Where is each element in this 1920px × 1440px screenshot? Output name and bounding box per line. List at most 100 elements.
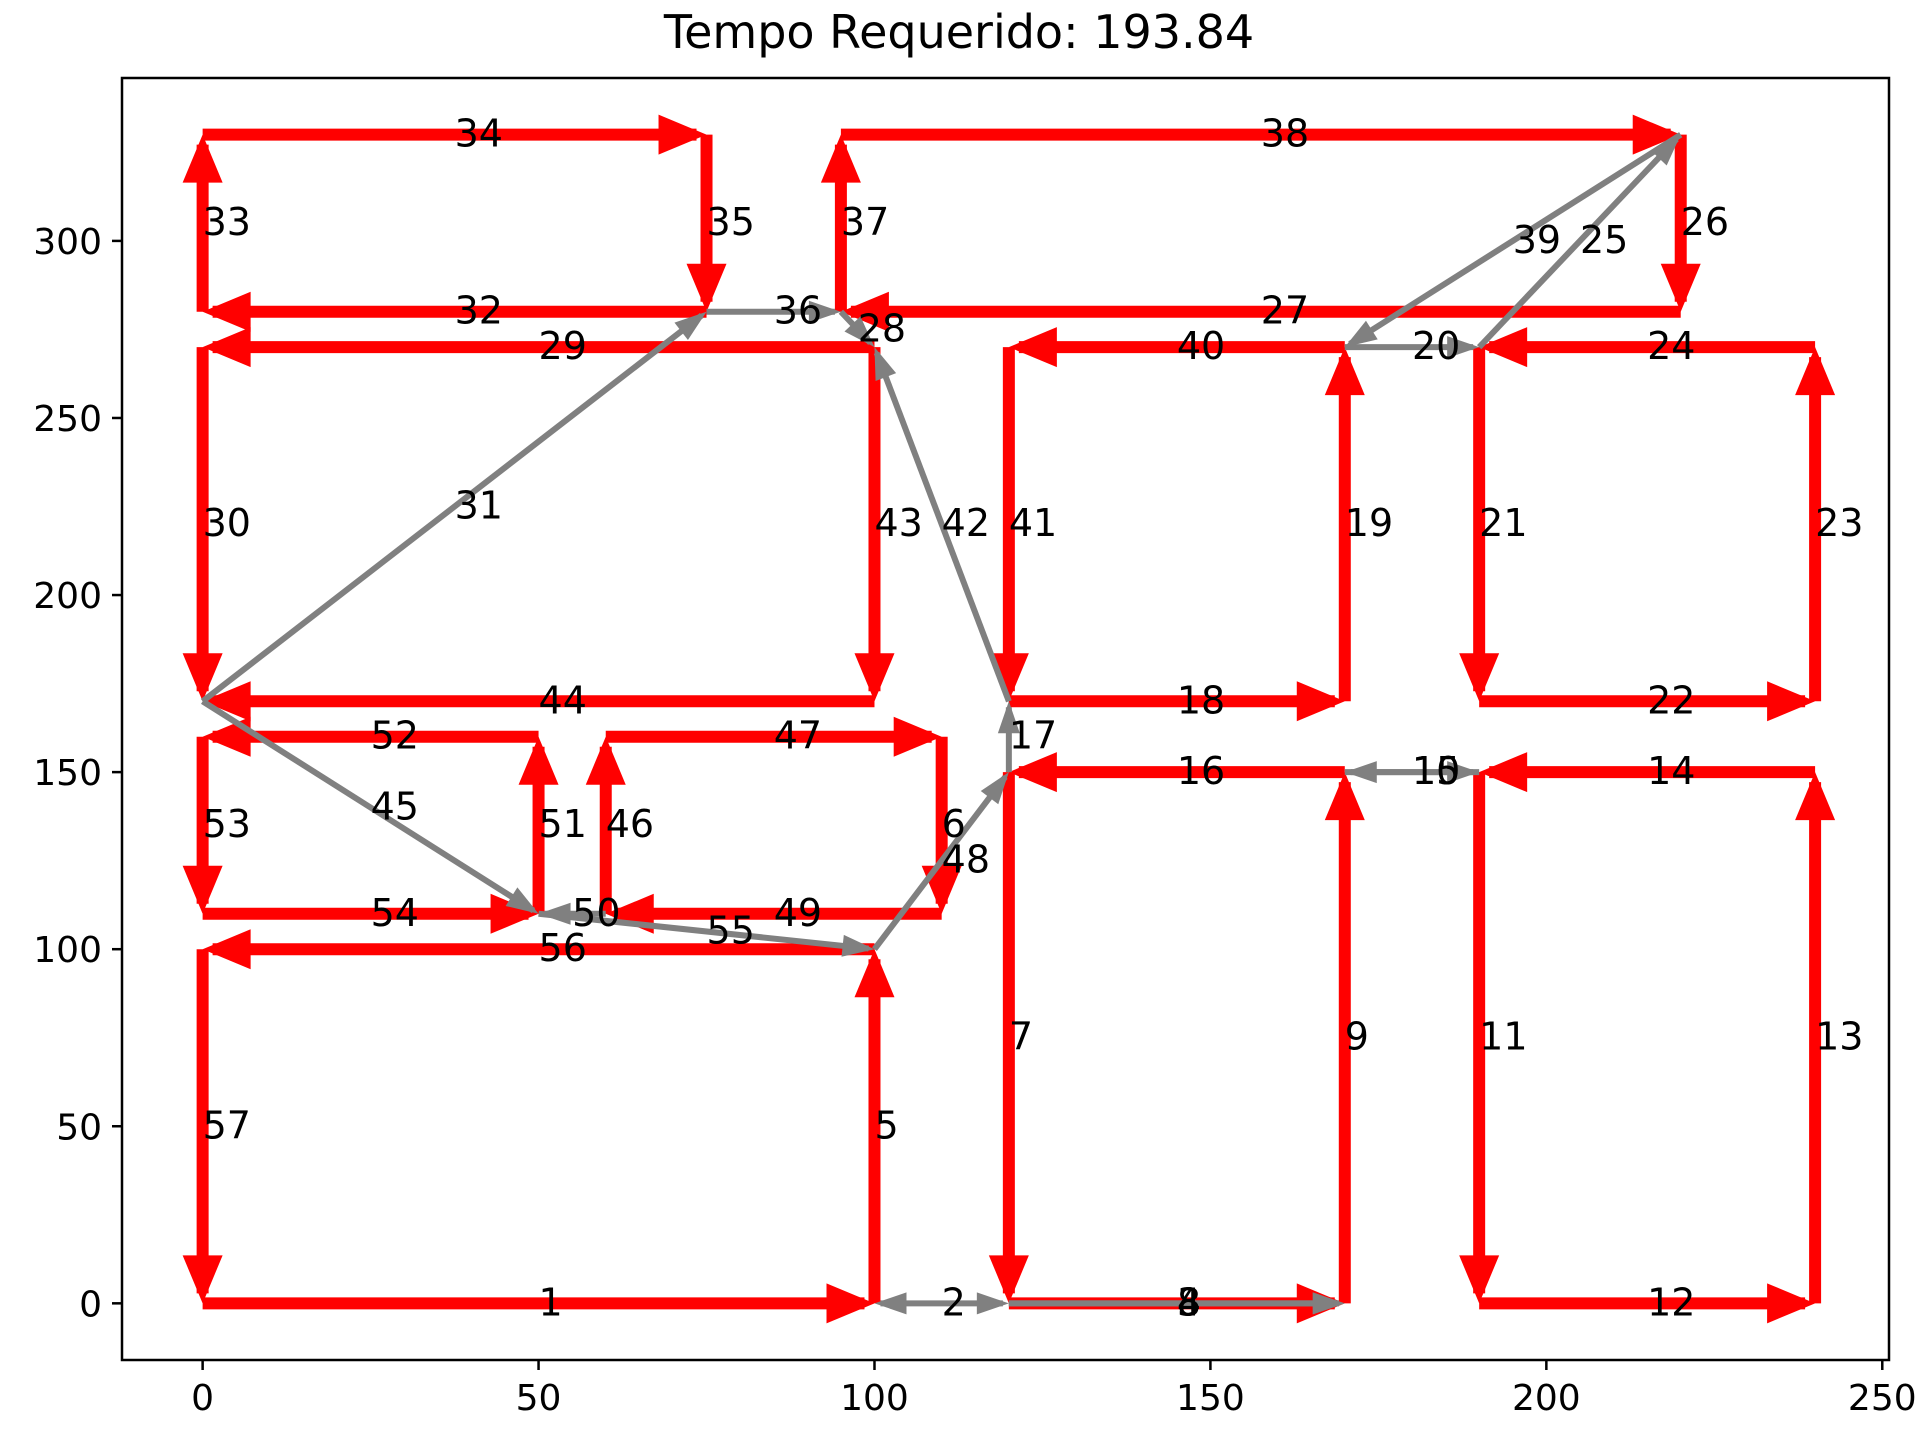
edge-52-arrowhead [202,716,251,757]
edge-45 [201,698,539,914]
edge-48-line [872,775,1008,952]
edge-1-arrowhead [826,1283,875,1324]
edge-55 [538,910,875,957]
edge-32 [202,291,707,332]
edge-label-45: 45 [371,785,419,829]
edge-label-7: 7 [1009,1015,1033,1059]
edge-9 [1324,772,1365,1304]
edge-label-27: 27 [1261,289,1309,333]
y-tick-label-100: 100 [33,930,102,971]
edge-56 [202,929,875,970]
edge-30 [182,347,223,702]
edge-label-8: 8 [1177,1280,1201,1324]
edge-36-arrowhead [808,300,841,323]
edge-31-line [200,313,704,704]
edge-44 [202,681,875,722]
edge-40 [1008,327,1345,368]
edge-53 [182,736,223,914]
edge-22 [1479,681,1816,722]
edge-label-14: 14 [1647,749,1695,793]
edge-21 [1459,347,1500,702]
edge-label-55: 55 [707,908,755,952]
edge-label-29: 29 [539,324,587,368]
edge-7 [988,772,1029,1304]
edge-42-arrowhead [874,347,897,381]
edge-22-arrowhead [1767,681,1816,722]
edge-label-56: 56 [539,926,587,970]
edge-label-3: 3 [1177,1280,1201,1324]
edge-11 [1459,772,1500,1304]
edge-28-arrowhead [844,316,875,348]
edge-31 [200,311,707,704]
edge-label-37: 37 [841,200,889,244]
edge-34-arrowhead [658,114,707,155]
x-tick-label-100: 100 [840,1378,909,1419]
edge-39-line [1348,132,1683,347]
edge-42-line [873,351,1012,703]
edge-29 [202,327,875,368]
edge-43-arrowhead [854,653,895,702]
x-tick-label-150: 150 [1176,1378,1245,1419]
edge-26-arrowhead [1660,263,1701,312]
edge-31-arrowhead [674,311,707,341]
edge-label-44: 44 [539,678,587,722]
edge-21-arrowhead [1459,653,1500,702]
edge-label-41: 41 [1009,501,1057,545]
edge-25-line [1476,136,1679,350]
edge-27 [840,291,1681,332]
edge-9-arrowhead [1324,772,1365,821]
edge-label-17: 17 [1009,714,1057,758]
edge-15-arrowhead [1344,761,1377,784]
edge-16-arrowhead [1008,752,1057,793]
edge-45-arrowhead [505,887,539,914]
y-tick-label-250: 250 [33,399,102,440]
y-tick-label-50: 50 [56,1107,102,1148]
plot-frame [120,76,1891,1362]
edge-label-35: 35 [707,200,755,244]
edge-37 [820,134,861,312]
edge-label-18: 18 [1177,678,1225,722]
edge-label-54: 54 [371,891,419,935]
edge-label-23: 23 [1815,501,1863,545]
x-tick-label-0: 0 [191,1378,214,1419]
edge-55-line [538,910,869,952]
y-tick-label-300: 300 [33,222,102,263]
edge-57 [182,949,223,1304]
edge-label-19: 19 [1345,501,1393,545]
edge-19 [1324,347,1365,702]
edge-46-arrowhead [585,736,626,785]
edge-label-46: 46 [606,802,654,846]
edge-label-34: 34 [455,112,503,156]
edge-48-arrowhead [980,772,1009,805]
edge-2-arrowhead [976,1292,1009,1315]
edge-20-arrowhead [1447,336,1480,359]
edge-label-10: 10 [1412,749,1460,793]
edge-23 [1795,347,1836,702]
edge-28 [838,309,875,348]
edge-55-arrowhead [841,934,875,957]
edge-42 [873,347,1012,703]
edge-label-15: 15 [1412,749,1460,793]
edge-18 [1008,681,1345,722]
edge-5-arrowhead [854,949,895,998]
y-tick-label-0: 0 [79,1284,102,1325]
edge-label-1: 1 [539,1280,563,1324]
edge-label-51: 51 [539,802,587,846]
edge-14-arrowhead [1479,752,1528,793]
edge-53-arrowhead [182,865,223,914]
edge-label-30: 30 [203,501,251,545]
edge-35 [686,134,727,312]
edge-38-arrowhead [1632,114,1681,155]
edge-label-38: 38 [1261,112,1309,156]
edge-41-arrowhead [988,653,1029,702]
edge-label-13: 13 [1815,1015,1863,1059]
edge-label-52: 52 [371,714,419,758]
edge-label-31: 31 [455,484,503,528]
edge-54-arrowhead [490,893,539,934]
edge-label-48: 48 [942,838,990,882]
edge-46 [585,736,626,914]
edge-45-line [201,698,536,914]
edge-label-6: 6 [942,802,966,846]
